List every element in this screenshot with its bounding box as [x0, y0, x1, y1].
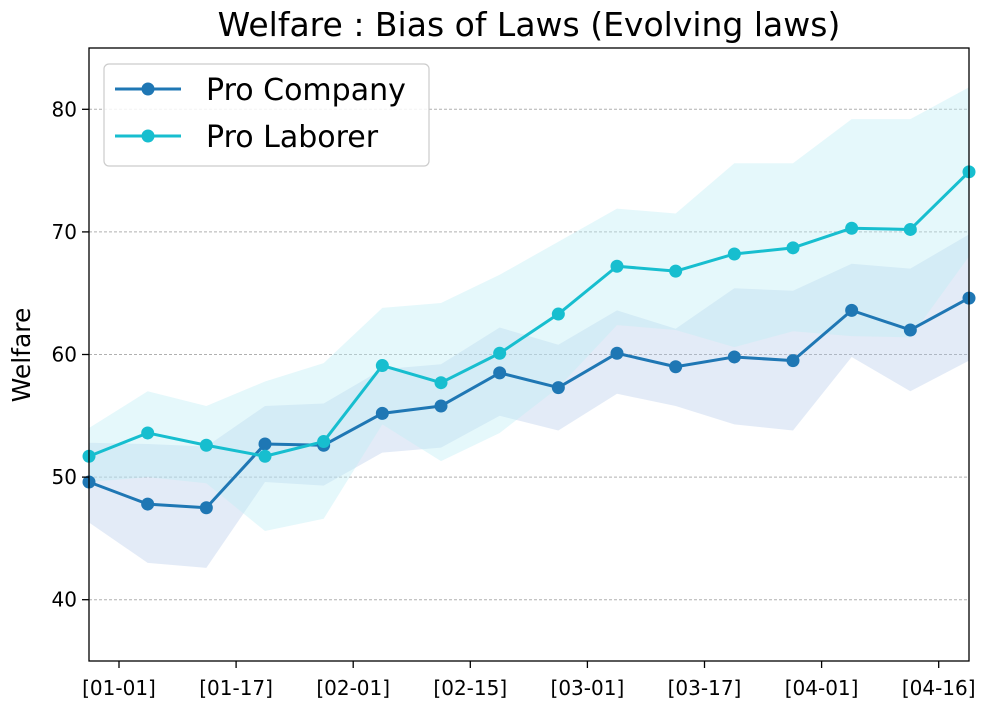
point-pro-laborer-3	[258, 449, 272, 463]
point-pro-laborer-9	[610, 259, 624, 273]
x-axis-ticks: [01-01] [01-17] [02-01] [02-15] [03-01] [03-1…	[82, 661, 976, 700]
legend-marker-pro-laborer	[141, 129, 155, 143]
point-pro-company-10	[669, 360, 683, 374]
y-tick-label-70: 70	[52, 220, 77, 244]
point-pro-company-6	[434, 399, 448, 413]
point-pro-company-8	[551, 381, 565, 395]
legend-label-pro-laborer: Pro Laborer	[206, 120, 379, 155]
y-tick-label-80: 80	[52, 97, 77, 121]
point-pro-company-13	[845, 303, 859, 317]
line-pro-company	[88, 296, 970, 510]
legend: Pro Company Pro Laborer	[103, 63, 430, 167]
point-pro-laborer-1	[141, 426, 155, 440]
point-pro-laborer-7	[493, 346, 507, 360]
x-tick-label-7: [04-16]	[902, 676, 976, 700]
point-pro-company-12	[786, 354, 800, 368]
data-points	[82, 165, 976, 515]
point-pro-company-3	[258, 437, 272, 451]
point-pro-laborer-13	[845, 221, 859, 235]
y-tick-label-40: 40	[52, 588, 77, 612]
series-lines	[88, 170, 971, 510]
y-tick-label-60: 60	[52, 343, 77, 367]
point-pro-laborer-11	[727, 247, 741, 261]
point-pro-company-2	[199, 501, 213, 515]
point-pro-company-9	[610, 346, 624, 360]
point-pro-laborer-5	[375, 359, 389, 373]
legend-box	[103, 63, 430, 167]
legend-label-pro-company: Pro Company	[206, 73, 406, 108]
point-pro-laborer-10	[669, 264, 683, 278]
band-pro-laborer	[89, 87, 969, 532]
x-tick-label-6: [04-01]	[785, 676, 859, 700]
point-pro-laborer-4	[317, 435, 331, 449]
confidence-bands	[89, 87, 969, 568]
x-tick-label-4: [03-01]	[551, 676, 625, 700]
y-tick-label-50: 50	[52, 465, 77, 489]
point-pro-laborer-2	[199, 438, 213, 452]
point-pro-laborer-12	[786, 241, 800, 255]
x-tick-label-2: [02-01]	[316, 676, 390, 700]
x-tick-label-0: [01-01]	[82, 676, 156, 700]
point-pro-company-11	[727, 350, 741, 364]
x-tick-label-5: [03-17]	[668, 676, 742, 700]
chart-title: Welfare : Bias of Laws (Evolving laws)	[218, 5, 841, 44]
y-axis-label: Welfare	[7, 308, 36, 403]
x-tick-label-3: [02-15]	[433, 676, 507, 700]
point-pro-company-1	[141, 497, 155, 511]
point-pro-laborer-6	[434, 376, 448, 390]
point-pro-company-14	[903, 323, 917, 337]
point-pro-laborer-8	[551, 307, 565, 321]
point-pro-company-7	[493, 366, 507, 380]
y-axis-ticks: 40 50 60 70 80	[52, 97, 89, 612]
point-pro-company-5	[375, 406, 389, 420]
band-pro-company	[89, 234, 969, 568]
line-pro-laborer	[88, 170, 971, 458]
legend-marker-pro-company	[141, 82, 155, 96]
point-pro-laborer-14	[903, 222, 917, 236]
x-tick-label-1: [01-17]	[199, 676, 273, 700]
